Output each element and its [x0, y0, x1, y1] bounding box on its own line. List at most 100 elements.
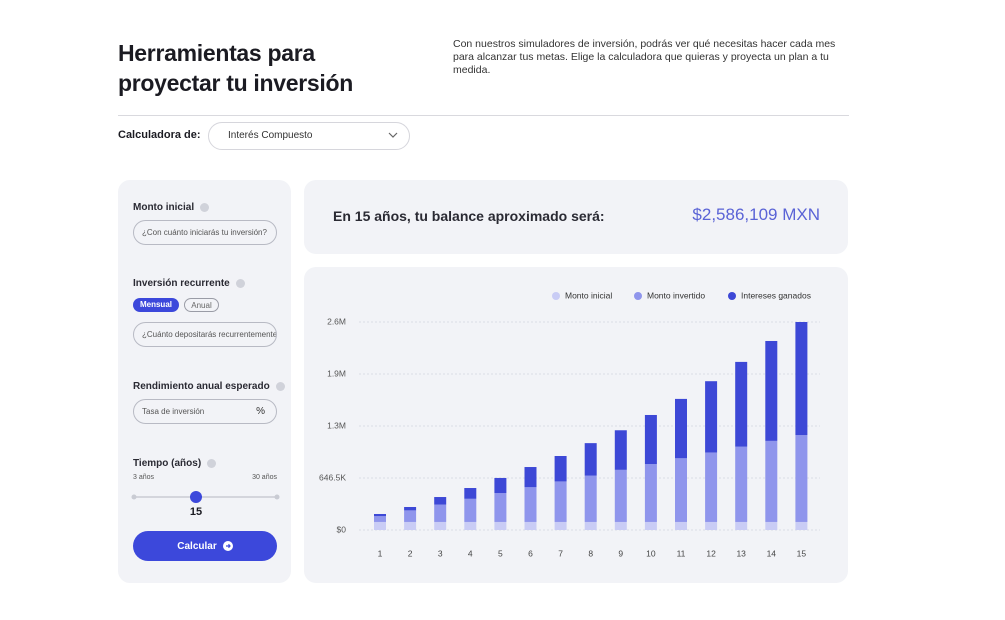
text-input[interactable]: ¿Con cuánto iniciarás tu inversión? — [133, 220, 277, 245]
y-tick-label: 646.5K — [319, 472, 346, 482]
x-tick-label: 11 — [677, 548, 686, 558]
calculator-label: Calculadora de: — [118, 129, 201, 141]
bar-segment — [494, 521, 507, 530]
bar-segment — [524, 521, 537, 530]
field-label: Inversión recurrente — [133, 278, 245, 289]
label-text: Tiempo (años) — [133, 458, 202, 469]
x-tick-label: 14 — [767, 548, 777, 558]
bar-segment — [614, 430, 627, 470]
x-tick-label: 7 — [558, 548, 563, 558]
result-card — [304, 180, 848, 254]
unit: % — [256, 406, 265, 417]
legend-label: Monto inicial — [565, 290, 612, 300]
x-tick-label: 1 — [378, 548, 383, 558]
info-icon[interactable] — [235, 279, 245, 288]
button-text: Calcular — [177, 540, 217, 552]
bar-segment — [404, 506, 417, 511]
bar-segment — [404, 510, 417, 522]
x-tick-label: 4 — [468, 548, 473, 558]
toggle-option[interactable]: Anual — [184, 298, 219, 312]
bar-segment — [404, 521, 417, 530]
x-tick-label: 5 — [498, 548, 503, 558]
y-tick-label: 1.9M — [327, 368, 346, 378]
x-tick-label: 3 — [438, 548, 443, 558]
x-tick-label: 13 — [736, 548, 746, 558]
bar-segment — [765, 521, 778, 530]
placeholder: ¿Con cuánto iniciarás tu inversión? — [142, 228, 267, 237]
x-tick-label: 12 — [706, 548, 716, 558]
bar-segment — [644, 464, 657, 522]
bar-segment — [374, 521, 386, 530]
bar-segment — [554, 456, 567, 482]
field-label: Monto inicial — [133, 202, 210, 213]
slider-max: 30 años — [252, 474, 277, 481]
select-value: Interés Compuesto — [228, 130, 313, 141]
placeholder: ¿Cuánto depositarás recurrentemente — [142, 330, 277, 339]
bar-segment — [675, 398, 687, 459]
title-line: Herramientas para — [118, 40, 315, 66]
legend-swatch — [552, 292, 560, 300]
text-input[interactable]: ¿Cuánto depositarás recurrentemente — [133, 322, 277, 347]
result-value: $2,586,109 MXN — [692, 205, 820, 224]
toggle-option[interactable]: Mensual — [133, 298, 179, 312]
title-line: proyectar tu inversión — [118, 70, 353, 96]
x-tick-label: 8 — [588, 548, 593, 558]
bar-segment — [374, 516, 386, 522]
bar-segment — [464, 488, 477, 499]
legend-swatch — [728, 292, 736, 300]
bar-segment — [464, 498, 477, 522]
chart: $0 646.5K 1.3M 1.9M 2.6M Monto inicial Monto i… — [319, 290, 820, 558]
x-tick-label: 15 — [797, 548, 807, 558]
info-icon[interactable] — [200, 203, 210, 212]
bar-segment — [644, 521, 657, 530]
bar-segment — [735, 361, 748, 447]
bar-segment — [434, 497, 447, 505]
slider-end — [131, 494, 137, 500]
slider-min: 3 años — [133, 474, 155, 481]
page-title: Herramientas para proyectar tu inversión — [118, 38, 353, 98]
bar-segment — [644, 414, 657, 465]
bar-segment — [584, 475, 597, 522]
bar-segment — [735, 446, 748, 522]
bar-segment — [675, 521, 687, 530]
bar-segment — [795, 521, 808, 530]
bar-segment — [735, 521, 748, 530]
bar-segment — [705, 381, 718, 453]
bar-segment — [434, 521, 447, 530]
field-label: Rendimiento anual esperado — [133, 381, 285, 392]
x-tick-label: 2 — [408, 548, 413, 558]
label-text: Rendimiento anual esperado — [133, 381, 270, 392]
placeholder: Tasa de inversión — [142, 407, 205, 416]
calculate-button[interactable]: Calcular — [133, 531, 277, 561]
form-panel — [118, 180, 291, 583]
bar-segment — [705, 452, 718, 522]
text-input[interactable]: Tasa de inversión% — [133, 399, 277, 424]
bar-segment — [554, 521, 567, 530]
y-tick-label: 2.6M — [327, 316, 346, 326]
bar-segment — [494, 493, 507, 522]
slider[interactable] — [130, 488, 282, 506]
bar-segment — [795, 435, 808, 522]
bar-segment — [675, 458, 687, 522]
bar-segment — [464, 521, 477, 530]
info-icon[interactable] — [275, 382, 285, 391]
bar-segment — [584, 443, 597, 476]
x-tick-label: 10 — [646, 548, 656, 558]
bar-segment — [705, 521, 718, 530]
y-tick-label: $0 — [337, 524, 347, 534]
info-icon[interactable] — [207, 459, 217, 468]
bar-segment — [584, 521, 597, 530]
arrow-icon — [222, 541, 233, 551]
slider-value: 15 — [189, 506, 203, 518]
bar-segment — [554, 481, 567, 522]
y-tick-label: 1.3M — [327, 420, 346, 430]
bar-segment — [765, 440, 778, 522]
legend-swatch — [634, 292, 642, 300]
bar-segment — [614, 521, 627, 530]
slider-handle[interactable] — [190, 491, 202, 503]
calculator-select[interactable]: Interés Compuesto — [208, 122, 410, 150]
result-text: En 15 años, tu balance aproximado será: — [333, 208, 605, 224]
slider-end — [274, 494, 280, 500]
